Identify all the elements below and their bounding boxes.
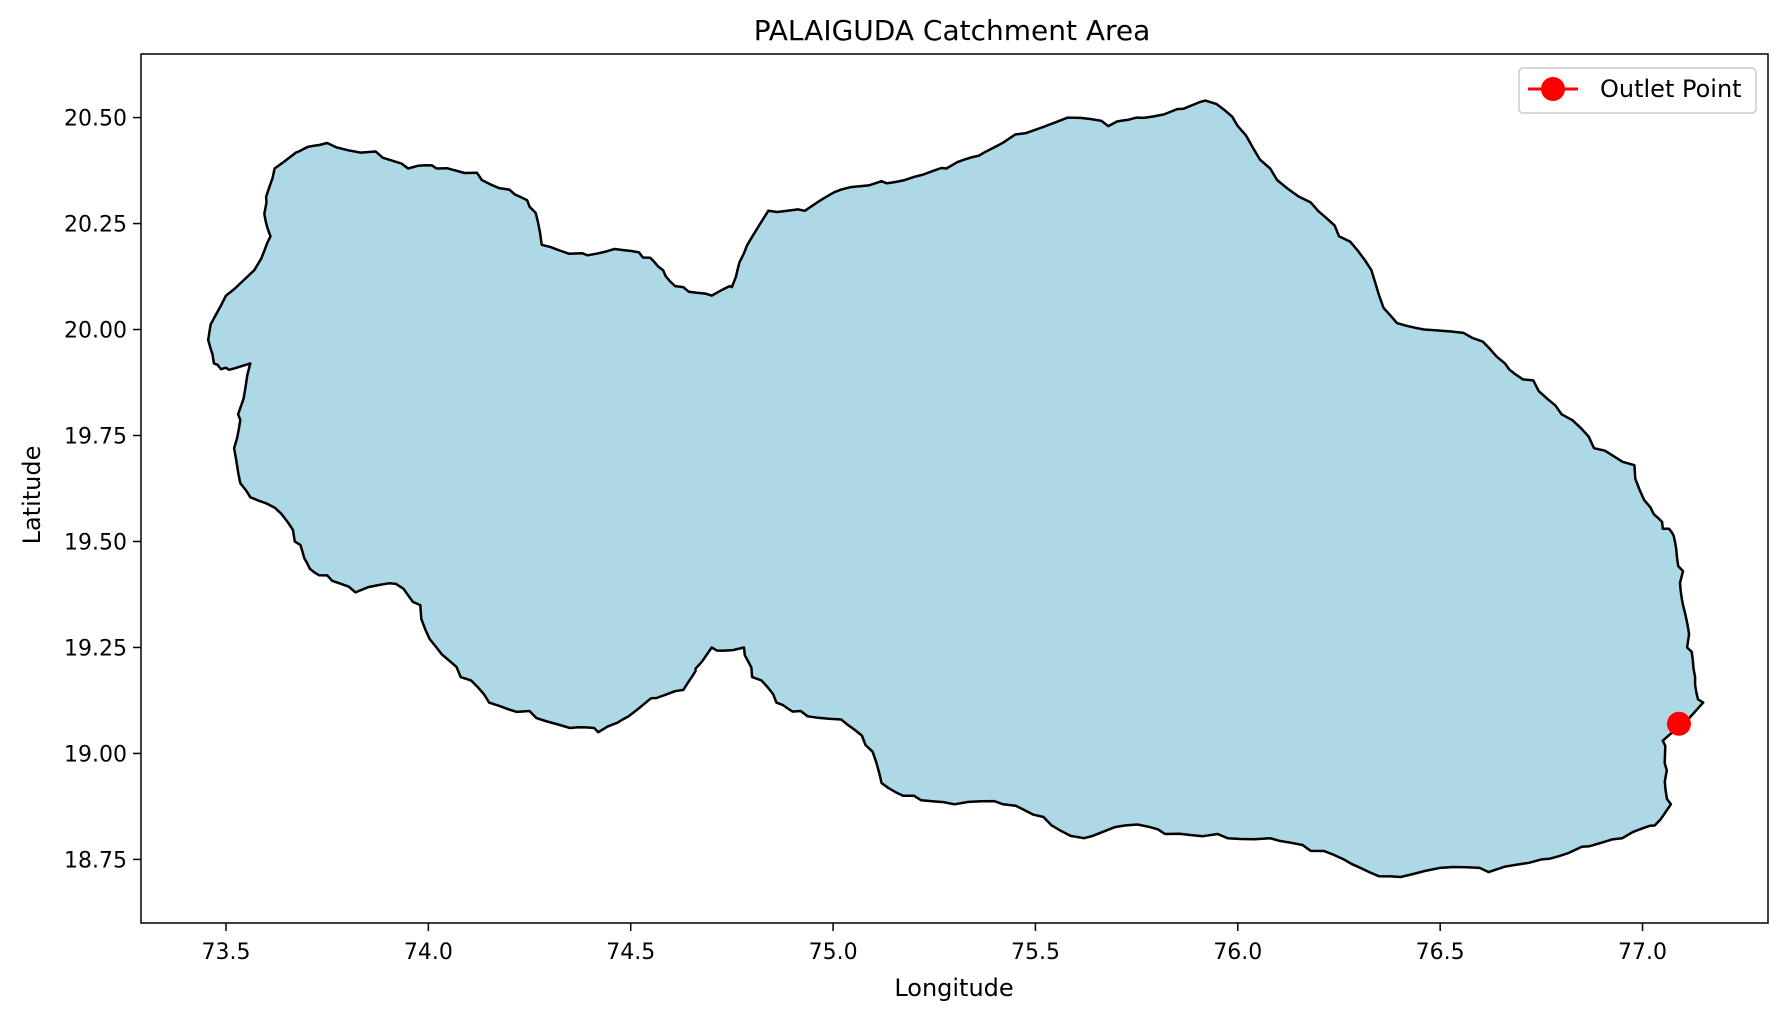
x-tick-label: 75.0 [809,940,858,965]
y-tick-label: 20.00 [64,319,127,344]
legend-outlet-marker [1541,77,1565,101]
x-tick-label: 77.0 [1618,940,1667,965]
x-tick-label: 74.0 [404,940,453,965]
y-tick-label: 19.50 [64,530,127,555]
plot-area [140,53,1769,924]
y-tick-label: 19.25 [64,636,127,661]
x-tick-label: 74.5 [606,940,655,965]
catchment-polygon [206,99,1705,879]
y-axis-label: Latitude [18,446,46,545]
y-tick-label: 19.75 [64,425,127,450]
x-tick-label: 73.5 [202,940,251,965]
x-axis-ticks: 73.5 74.0 74.5 75.0 75.5 76.0 76.5 77.0 [202,923,1667,965]
axes-frame [140,53,1769,924]
legend: Outlet Point [1518,67,1757,114]
y-tick-label: 20.25 [64,213,127,238]
y-tick-label: 18.75 [64,848,127,873]
outlet-point-marker [1666,711,1691,736]
legend-box [1518,67,1757,114]
map-title: PALAIGUDA Catchment Area [754,14,1151,47]
y-tick-label: 20.50 [64,107,127,132]
x-tick-label: 75.5 [1011,940,1060,965]
x-tick-label: 76.0 [1213,940,1262,965]
y-axis-ticks: 18.75 19.00 19.25 19.50 19.75 20.00 20.25 20.50 [64,107,141,873]
x-axis-label: Longitude [894,974,1013,1002]
x-tick-label: 76.5 [1416,940,1465,965]
legend-entry-outlet-point: Outlet Point [1600,75,1742,103]
y-tick-label: 19.00 [64,742,127,767]
outlet-layer [1666,711,1691,736]
